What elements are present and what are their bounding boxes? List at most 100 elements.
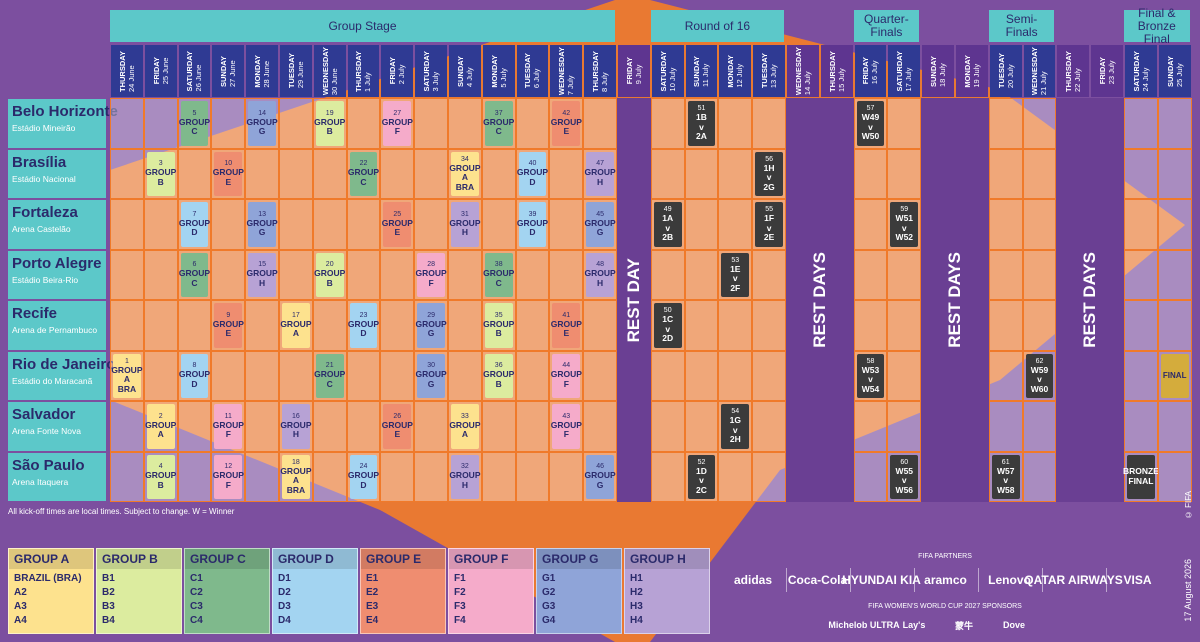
match-box: 38 GROUP C xyxy=(483,252,515,297)
weekday: SATURDAY xyxy=(1131,50,1141,92)
grid-cell xyxy=(346,98,381,149)
match-number: 12 xyxy=(224,463,233,471)
match-line: GROUP xyxy=(449,162,481,173)
grid-cell xyxy=(1124,300,1158,351)
match-box: 39 GROUP D xyxy=(517,202,548,247)
date-header: TUESDAY 13 July xyxy=(753,45,785,97)
match-number: 55 xyxy=(765,206,773,213)
match-line: GROUP xyxy=(483,268,515,279)
group-team: C2 xyxy=(190,587,203,598)
partner-logo: HYUNDAI KIA xyxy=(842,568,921,592)
match-line: GROUP xyxy=(314,116,346,127)
match-box: 25 GROUP E xyxy=(382,202,413,247)
footnote: All kick-off times are local times. Subj… xyxy=(8,507,235,516)
grid-cell xyxy=(279,98,313,149)
match-number: 1 xyxy=(124,357,129,365)
group-legend: GROUP D D1 D2 D3 D4 xyxy=(272,548,358,634)
weekday: MONDAY xyxy=(962,54,972,88)
grid-cell xyxy=(414,98,448,149)
match-box: 29 GROUP G xyxy=(416,303,447,348)
venue-stadium: Arena Fonte Nova xyxy=(12,426,81,436)
date-header: SUNDAY 4 July xyxy=(449,45,481,97)
grid-cell xyxy=(1157,300,1192,351)
rest-band: REST DAY xyxy=(617,98,651,502)
grid-cell xyxy=(752,451,786,502)
group-team: F1 xyxy=(454,573,466,584)
date-header: MONDAY 19 July xyxy=(956,45,988,97)
match-number: 5 xyxy=(192,109,197,117)
grid-cell xyxy=(684,148,719,199)
match-number: 54 xyxy=(731,408,740,415)
group-name: GROUP C xyxy=(185,549,269,569)
date-text: SATURDAY 10 July xyxy=(659,51,677,91)
match-number: 19 xyxy=(325,109,334,117)
match-line: GROUP xyxy=(449,470,481,481)
match-number: 36 xyxy=(494,362,503,370)
match-box: 16 GROUP H xyxy=(280,404,311,449)
match-box: 30 GROUP G xyxy=(415,353,447,398)
date-text: MONDAY 12 July xyxy=(726,55,744,88)
match-box: 11 GROUP F xyxy=(213,404,244,449)
grid-cell xyxy=(583,300,617,351)
grid-cell xyxy=(752,401,786,452)
venue-stadium: Estádio Mineirão xyxy=(12,123,76,133)
match-line: v xyxy=(1037,374,1042,384)
match-box: BRONZE FINAL xyxy=(1123,454,1159,499)
grid-cell xyxy=(1157,98,1192,149)
group-team: A3 xyxy=(14,601,27,612)
sponsor-logo: Dove xyxy=(1002,620,1025,630)
grid-cell xyxy=(346,401,381,452)
copyright-text: © FIFA xyxy=(1183,490,1193,520)
match-line: H xyxy=(259,277,266,288)
match-line: E xyxy=(563,328,570,339)
grid-cell xyxy=(448,98,482,149)
match-line: D xyxy=(529,227,536,238)
match-line: GROUP xyxy=(483,116,515,127)
grid-cell xyxy=(481,451,516,502)
date-header: WEDNESDAY 14 July xyxy=(787,45,819,97)
grid-cell xyxy=(684,249,719,300)
weekday: FRIDAY xyxy=(151,57,161,85)
match-line: GROUP xyxy=(415,369,447,380)
grid-cell xyxy=(143,249,178,300)
date-header: WEDNESDAY 7 July xyxy=(550,45,583,97)
match-line: G xyxy=(596,479,604,490)
group-team: C3 xyxy=(190,601,203,612)
grid-cell xyxy=(1124,249,1158,300)
grid-cell xyxy=(143,98,178,149)
match-line: G xyxy=(258,227,266,238)
match-line: 1A xyxy=(662,213,674,223)
match-line: GROUP xyxy=(449,419,481,430)
match-number: 3 xyxy=(158,160,163,168)
match-line: GROUP xyxy=(381,116,413,127)
match-line: GROUP xyxy=(178,268,211,279)
match-number: 7 xyxy=(192,210,197,218)
date: 16 July xyxy=(870,60,880,85)
match-line: E xyxy=(394,429,401,440)
match-box: 36 GROUP B xyxy=(483,353,514,398)
match-number: 8 xyxy=(192,362,197,370)
grid-cell xyxy=(718,199,753,250)
grid-cell xyxy=(988,300,1023,351)
match-line: 2F xyxy=(730,282,741,293)
grid-cell xyxy=(448,350,482,401)
venue-city: Belo Horizonte xyxy=(12,103,118,120)
date-text: TUESDAY 6 July xyxy=(523,53,541,88)
match-number: 10 xyxy=(224,160,233,168)
date-text: WEDNESDAY 7 July xyxy=(557,47,575,95)
date-text: MONDAY 28 June xyxy=(253,55,271,88)
match-number: 37 xyxy=(494,109,503,117)
match-number: 32 xyxy=(461,463,469,471)
date: 15 July xyxy=(836,67,846,92)
date-header: FRIDAY 23 July xyxy=(1091,45,1123,97)
grid-cell xyxy=(1022,199,1057,250)
match-line: GROUP xyxy=(550,318,582,329)
match-number: 57 xyxy=(866,105,875,112)
match-box: 54 1G v 2H xyxy=(721,404,750,449)
weekday: SUNDAY xyxy=(929,55,939,87)
grid-cell xyxy=(481,199,516,250)
date-text: SATURDAY 17 July xyxy=(895,51,913,91)
match-number: 18 xyxy=(292,458,300,466)
match-line: A xyxy=(157,429,164,440)
group-legend: GROUP G G1 G2 G3 G4 xyxy=(536,548,622,634)
